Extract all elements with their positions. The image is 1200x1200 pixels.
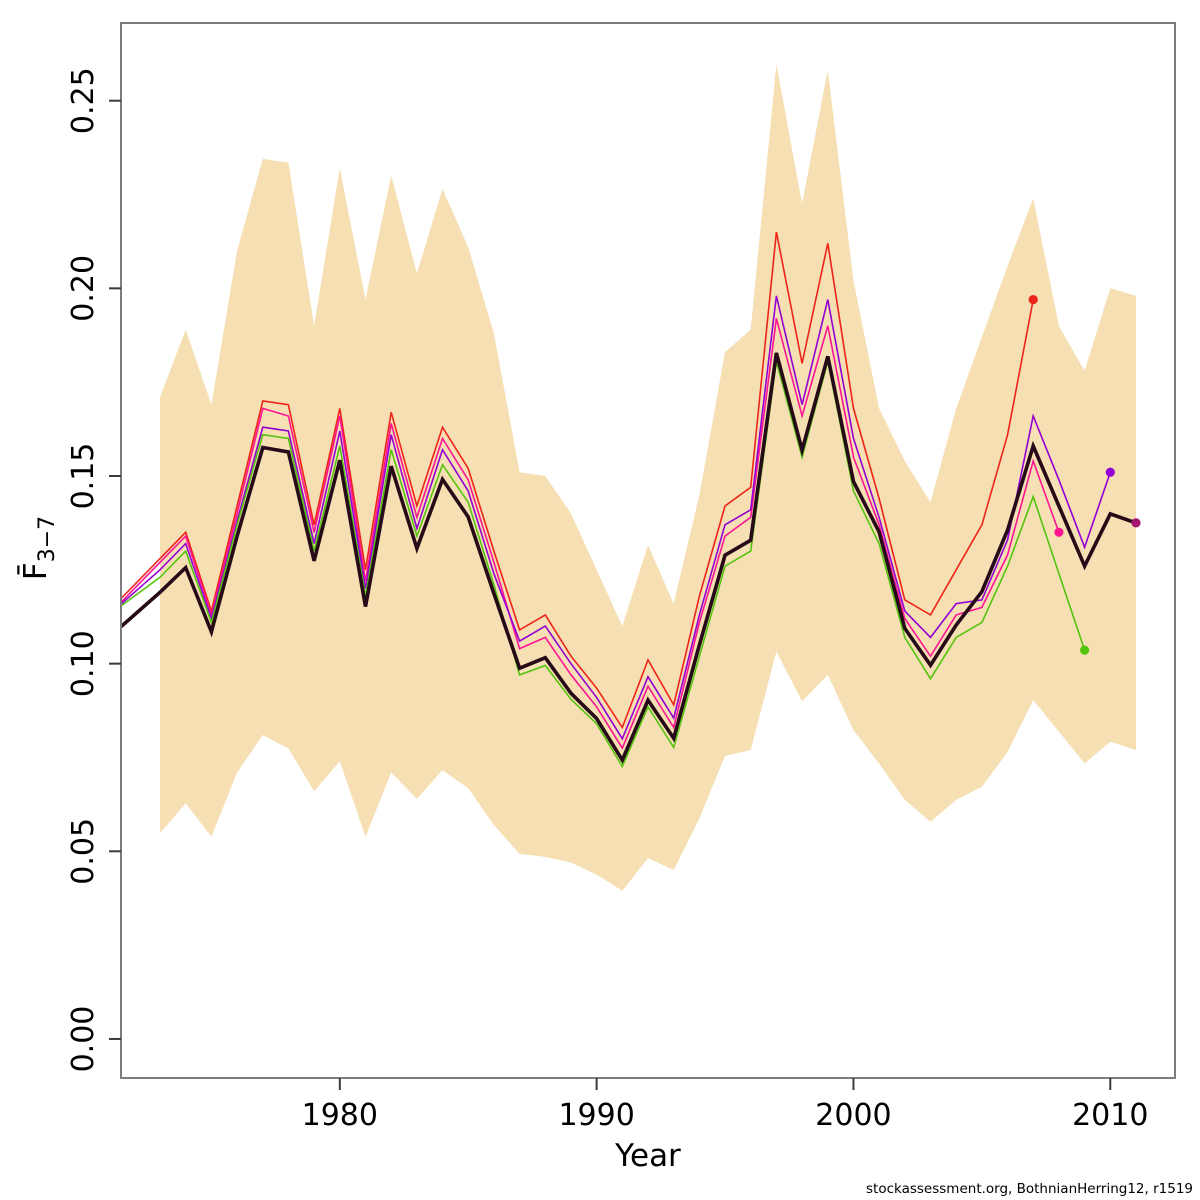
x-tick-label-2010: 2010 xyxy=(1072,1098,1148,1133)
retro-2008-line xyxy=(120,318,1060,750)
plot-box xyxy=(120,22,1176,1079)
attribution-text: stockassessment.org, BothnianHerring12, … xyxy=(866,1181,1193,1197)
y-tick-label-0.05: 0.05 xyxy=(66,818,101,885)
retro-2009-line xyxy=(120,361,1086,769)
y-tick-label-0.15: 0.15 xyxy=(66,443,101,510)
y-tick-label-0.10: 0.10 xyxy=(66,630,101,697)
x-tick-label-2000: 2000 xyxy=(815,1098,891,1133)
x-tick-label-1990: 1990 xyxy=(558,1098,634,1133)
band-layer xyxy=(160,64,1136,891)
series-layer xyxy=(119,231,1141,769)
y-axis-label: F̄3−7 xyxy=(17,516,60,580)
retro-2008-endpoint-dot xyxy=(1054,527,1064,537)
y-tick-label-0.25: 0.25 xyxy=(66,67,101,134)
y-tick-label-0.00: 0.00 xyxy=(66,1006,101,1073)
retro-2007-line xyxy=(120,231,1034,730)
confidence-band xyxy=(160,64,1136,891)
axes-layer: 1980 1990 2000 2010 0.00 0.05 0.10 0.15 0.20 0.25 xyxy=(66,22,1176,1133)
retro-2010-line xyxy=(120,295,1112,741)
retro-2010-endpoint-dot xyxy=(1105,467,1115,477)
y-label-main: F̄ xyxy=(17,562,54,580)
y-label-subscript: 3−7 xyxy=(35,516,60,562)
retro-2009-endpoint-dot xyxy=(1080,645,1090,655)
final-run-2011-endpoint-dot xyxy=(1131,518,1141,528)
retro-2007-endpoint-dot xyxy=(1028,295,1038,305)
x-axis-label: Year xyxy=(614,1138,681,1174)
y-tick-label-0.20: 0.20 xyxy=(66,255,101,322)
final-run-2011-line xyxy=(119,352,1137,764)
labels-layer: Year F̄3−7 stockassessment.org, Bothnian… xyxy=(17,516,1193,1197)
x-tick-label-1980: 1980 xyxy=(302,1098,378,1133)
